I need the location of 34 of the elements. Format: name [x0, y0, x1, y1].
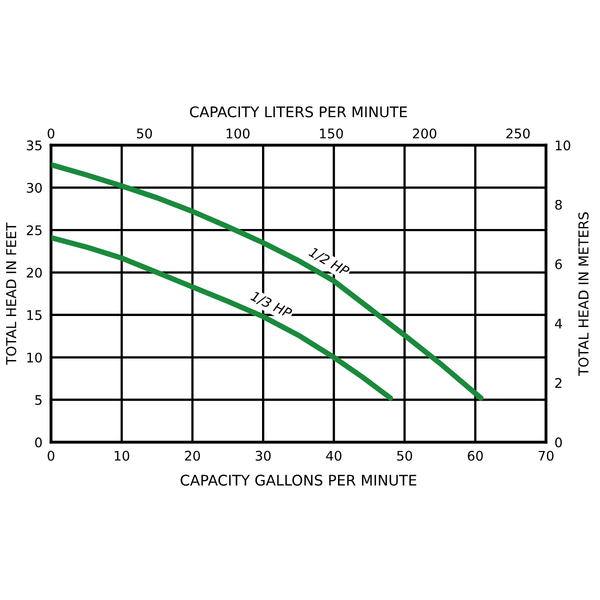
y2-axis-title: TOTAL HEAD IN METERS	[578, 212, 589, 376]
y-tick-label: 25	[26, 225, 42, 236]
y2-tick-label: 10	[556, 140, 570, 150]
y2-tick-label: 8	[555, 200, 562, 210]
x2-tick-label: 50	[137, 128, 152, 138]
y-tick-label: 0	[35, 437, 42, 448]
x-tick-label: 30	[256, 450, 271, 461]
y-tick-label: 5	[35, 395, 42, 405]
x2-tick-label: 150	[320, 128, 343, 138]
y2-tick-label: 0	[555, 437, 562, 448]
x2-tick-label: 250	[506, 128, 530, 138]
y2-tick-label: 2	[555, 378, 562, 388]
y-tick-label: 15	[27, 310, 42, 320]
y-tick-label: 10	[27, 352, 42, 363]
x2-axis-title: CAPACITY LITERS PER MINUTE	[190, 106, 407, 118]
x-tick-label: 60	[468, 450, 483, 461]
x-tick-label: 40	[326, 450, 342, 461]
x2-tick-label: 0	[48, 128, 54, 138]
x2-tick-label: 200	[412, 128, 436, 138]
y-tick-label: 20	[26, 268, 42, 278]
text: 1/2 HP	[308, 246, 350, 278]
x-axis-title: CAPACITY GALLONS PER MINUTE	[180, 474, 416, 486]
y-tick-label: 35	[26, 140, 42, 150]
x-tick-label: 20	[185, 450, 200, 461]
x-tick-label: 10	[114, 450, 130, 461]
x2-tick-label: 100	[226, 128, 250, 138]
text: 1/3 HP	[250, 290, 293, 320]
y-axis-title: TOTAL HEAD IN FEET	[6, 222, 16, 365]
x-tick-label: 0	[48, 450, 54, 461]
y2-tick-label: 4	[554, 318, 562, 328]
y-tick-label: 30	[26, 182, 42, 193]
x-tick-label: 70	[538, 450, 554, 461]
y2-tick-label: 6	[555, 259, 562, 270]
x-tick-label: 50	[397, 450, 412, 461]
